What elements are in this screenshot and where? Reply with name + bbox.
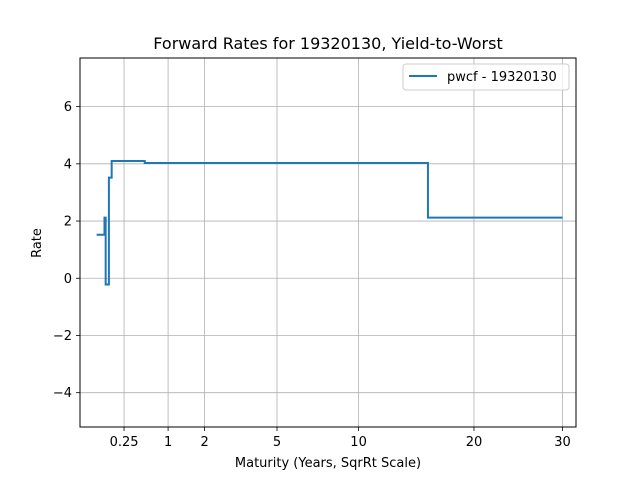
x-tick-label: 10 [350,435,367,450]
y-tick-label: −4 [53,386,72,401]
x-tick-label: 0.25 [110,435,139,450]
series-line [96,159,563,286]
plot-frame [79,57,577,428]
x-tick-label: 20 [466,435,483,450]
legend-box [402,63,570,91]
grid-lines [80,58,576,427]
y-axis-label: Rate [30,228,45,258]
legend: pwcf - 19320130 [402,63,570,91]
y-tick-label: 4 [64,157,72,172]
x-axis-ticks: 0.25 1 2 5 10 20 30 [110,427,571,450]
x-tick-label: 1 [164,435,172,450]
series-layer [96,159,563,286]
x-tick-label: 5 [273,435,281,450]
y-tick-label: 0 [64,272,72,287]
y-tick-label: −2 [53,329,72,344]
chart-title: Forward Rates for 19320130, Yield-to-Wor… [153,34,502,53]
x-tick-label: 2 [200,435,208,450]
y-axis-ticks: −4 −2 0 2 4 6 [53,100,80,401]
y-tick-label: 6 [64,100,72,115]
legend-entry: pwcf - 19320130 [447,70,557,85]
x-axis-label: Maturity (Years, SqrRt Scale) [235,456,421,471]
x-tick-label: 30 [554,435,571,450]
y-tick-label: 2 [64,215,72,230]
